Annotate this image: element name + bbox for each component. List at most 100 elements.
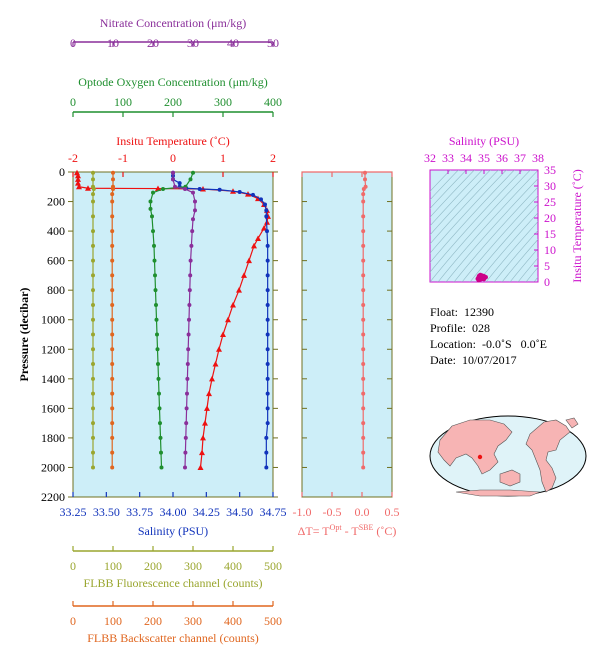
salinity-data-point xyxy=(265,376,270,381)
temperature-data-point xyxy=(204,405,210,411)
salinity-data-point xyxy=(251,192,255,197)
ts-density-contour xyxy=(430,170,467,209)
salinity-data-point xyxy=(264,450,269,455)
delta-t-data-point xyxy=(361,376,366,381)
ts-density-contours xyxy=(430,170,538,282)
delta-t-data-point xyxy=(361,421,366,426)
backscatter-data-point xyxy=(110,199,115,204)
oxygen-data-point xyxy=(153,273,157,278)
salinity-data-point xyxy=(265,362,270,367)
oxygen-data-point xyxy=(154,317,159,322)
nitrate-data-point xyxy=(185,362,190,367)
pressure-tick-label: 800 xyxy=(47,283,65,297)
oxygen-data-point xyxy=(155,347,160,352)
oxygen-tick-label: 300 xyxy=(214,95,232,109)
fluorescence-data-point xyxy=(91,450,95,455)
salinity-data-point xyxy=(264,214,269,219)
delta-t-axis-label-part: SBE xyxy=(359,523,374,532)
backscatter-data-point xyxy=(110,317,115,322)
pressure-tick-label: 1000 xyxy=(41,313,65,327)
salinity-data-point xyxy=(265,421,270,426)
nitrate-data-point xyxy=(184,421,189,426)
oxygen-data-point xyxy=(152,243,156,248)
temperature-data-point xyxy=(246,257,252,264)
oxygen-data-point xyxy=(148,199,153,204)
delta-t-data-point xyxy=(361,406,366,411)
temperature-data-point xyxy=(255,235,261,241)
oxygen-data-point xyxy=(154,302,158,307)
backscatter-data-point xyxy=(111,170,115,175)
temperature-data-point xyxy=(202,420,208,426)
nitrate-data-point xyxy=(183,435,188,440)
oxygen-data-point xyxy=(158,435,163,440)
delta-t-tick-label: -0.5 xyxy=(323,505,342,519)
salinity-data-point xyxy=(177,181,182,186)
backscatter-data-point xyxy=(110,376,115,381)
backscatter-data-point xyxy=(110,229,115,234)
ts-salinity-axis-label: Salinity (PSU) xyxy=(449,134,519,148)
pressure-tick-label: 200 xyxy=(47,195,65,209)
temperature-data-point xyxy=(236,287,242,293)
ts-salinity-tick-label: 32 xyxy=(424,151,436,165)
ts-density-contour xyxy=(437,170,538,282)
float-label: Float: xyxy=(430,305,459,319)
delta-t-data-point xyxy=(361,332,366,337)
fluorescence-data-point xyxy=(91,192,95,197)
oxygen-data-point xyxy=(155,332,159,337)
delta-t-data-point xyxy=(361,214,366,219)
ts-density-contour xyxy=(469,203,538,282)
ts-salinity-tick-label: 36 xyxy=(496,151,508,165)
nitrate-data-point xyxy=(186,347,191,352)
main-series xyxy=(74,169,271,470)
delta-t-axis-label-part: Opt xyxy=(330,523,343,532)
profile-label: Profile: xyxy=(430,321,466,335)
delta-t-data-point xyxy=(361,362,366,367)
temperature-tick-label: -1 xyxy=(118,151,128,165)
temperature-data-point xyxy=(225,316,231,323)
salinity-data-point xyxy=(265,243,270,248)
delta-t-data-point xyxy=(361,435,366,440)
ts-density-contour xyxy=(493,229,538,282)
temperature-data-point xyxy=(76,183,82,190)
ts-density-contour xyxy=(430,170,515,264)
ts-temperature-axis-label: Insitu Temperature (˚C) xyxy=(570,169,584,283)
fluorescence-data-point xyxy=(91,273,95,278)
oxygen-data-point xyxy=(152,258,157,263)
pressure-tick-label: 1200 xyxy=(41,342,65,356)
ts-density-contour xyxy=(461,195,538,282)
ts-density-contour xyxy=(430,170,499,245)
float-id-row: Float: 12390 xyxy=(430,304,547,320)
float-location-marker xyxy=(477,454,483,460)
ts-temperature-tick-label: 30 xyxy=(544,179,556,193)
delta-t-data-point xyxy=(361,186,366,191)
nitrate-data-point xyxy=(173,184,177,189)
fluorescence-data-point xyxy=(91,317,95,322)
backscatter-data-point xyxy=(110,406,115,411)
map-land-africa-eurasia xyxy=(437,419,513,475)
temperature-data-point xyxy=(200,434,206,441)
fluorescence-data-point xyxy=(91,302,95,307)
fluorescence-data-point xyxy=(91,177,95,182)
temperature-data-point xyxy=(216,346,222,352)
ts-density-contour xyxy=(430,170,491,236)
backscatter-data-point xyxy=(110,391,115,396)
delta-t-axis-label-part: ΔT= T xyxy=(298,524,331,538)
pressure-tick-label: 1400 xyxy=(41,372,65,386)
salinity-tick-label: 33.25 xyxy=(60,505,87,519)
delta-t-data-point xyxy=(361,317,366,322)
profile-value: 028 xyxy=(472,321,490,335)
temperature-data-point xyxy=(75,176,81,182)
temperature-data-point xyxy=(220,331,226,337)
fluorescence-data-point xyxy=(91,229,95,234)
ts-density-contour xyxy=(430,170,475,218)
backscatter-data-point xyxy=(110,302,115,307)
ts-salinity-tick-label: 38 xyxy=(532,151,544,165)
ts-points xyxy=(475,272,488,283)
map-land-antarctica xyxy=(455,489,541,497)
nitrate-data-point xyxy=(183,450,188,455)
ts-density-contour xyxy=(477,212,538,282)
oxygen-tick-label: 100 xyxy=(114,95,132,109)
delta-t-tick-label: 0.0 xyxy=(355,505,370,519)
delta-t-axes: -1.0 -0.5 0.0 0.5 ΔT= TOpt - TSBE (˚C) xyxy=(293,171,400,538)
salinity-tick-label: 34.75 xyxy=(260,505,287,519)
